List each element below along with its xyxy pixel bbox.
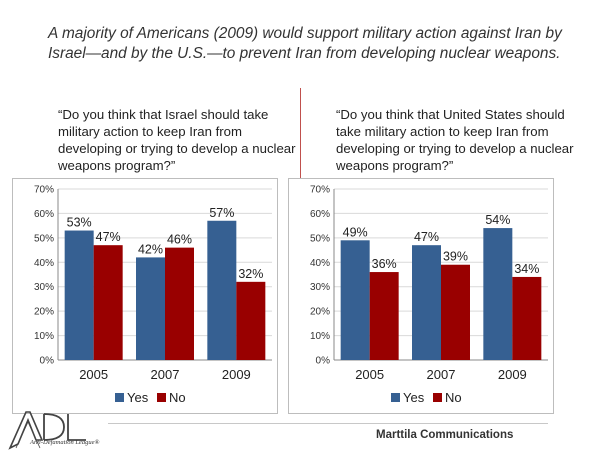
- data-label: 39%: [443, 250, 468, 264]
- israel-question: “Do you think that Israel should take mi…: [58, 107, 296, 173]
- us-chart-panel: 0% 10% 20% 30% 40% 50% 60% 70% 49% 36% 2005 47% 39% 2…: [288, 178, 554, 414]
- bar-no-2007: [441, 264, 470, 360]
- y-tick-label: 70%: [34, 185, 54, 196]
- bar-no-2009: [512, 276, 542, 360]
- bar-no-2007: [165, 247, 194, 360]
- adl-logo-mark: [8, 411, 86, 450]
- y-tick-label: 60%: [310, 209, 330, 220]
- data-label: 34%: [514, 262, 539, 276]
- data-label: 47%: [414, 230, 439, 244]
- footer-divider: [108, 423, 548, 424]
- x-tick-label: 2009: [498, 367, 527, 382]
- data-label: 46%: [167, 233, 192, 247]
- data-label: 47%: [96, 230, 121, 244]
- y-tick-label: 50%: [34, 233, 54, 244]
- data-label: 36%: [372, 257, 397, 271]
- x-tick-label: 2005: [79, 367, 108, 382]
- bar-yes-2005: [340, 240, 370, 360]
- bar-no-2009: [236, 281, 266, 360]
- y-tick-label: 50%: [310, 233, 330, 244]
- bar-yes-2009: [483, 228, 513, 360]
- data-label: 49%: [343, 225, 368, 239]
- legend-swatch-no: [433, 393, 442, 402]
- y-tick-label: 10%: [310, 331, 330, 342]
- y-tick-label: 30%: [34, 282, 54, 293]
- legend-label-yes: Yes: [403, 390, 425, 405]
- slide-headline: A majority of Americans (2009) would sup…: [48, 25, 562, 62]
- y-tick-label: 40%: [34, 258, 54, 269]
- source-credit: Marttila Communications: [376, 429, 514, 441]
- data-label: 57%: [209, 206, 234, 220]
- y-tick-label: 70%: [310, 185, 330, 196]
- y-tick-label: 0%: [316, 356, 331, 367]
- legend-swatch-yes: [115, 393, 124, 402]
- y-tick-label: 20%: [34, 307, 54, 318]
- data-label: 53%: [67, 216, 92, 230]
- legend-swatch-no: [157, 393, 166, 402]
- y-tick-label: 40%: [310, 258, 330, 269]
- adl-logo: Anti-Defamation League®: [6, 408, 99, 450]
- bar-yes-2009: [207, 220, 237, 360]
- x-tick-label: 2007: [427, 367, 456, 382]
- legend-label-no: No: [169, 390, 186, 405]
- y-tick-label: 0%: [40, 356, 55, 367]
- us-chart: 0% 10% 20% 30% 40% 50% 60% 70% 49% 36% 2005 47% 39% 2…: [310, 185, 548, 405]
- data-label: 54%: [485, 213, 510, 227]
- legend-swatch-yes: [391, 393, 400, 402]
- x-tick-label: 2005: [355, 367, 384, 382]
- israel-chart: 0% 10% 20% 30% 40% 50% 60% 70% 53% 47% 2005 42% 46% 2…: [34, 185, 272, 405]
- x-tick-label: 2007: [151, 367, 180, 382]
- us-question: “Do you think that United States should …: [336, 107, 574, 173]
- legend-label-no: No: [445, 390, 462, 405]
- israel-chart-panel: 0% 10% 20% 30% 40% 50% 60% 70% 53% 47% 2005 42% 46% 2…: [12, 178, 278, 414]
- bar-no-2005: [369, 272, 399, 360]
- logo-subtext: Anti-Defamation League®: [30, 439, 100, 446]
- legend-label-yes: Yes: [127, 390, 149, 405]
- x-tick-label: 2009: [222, 367, 251, 382]
- y-tick-label: 60%: [34, 209, 54, 220]
- bar-no-2005: [93, 245, 123, 360]
- data-label: 42%: [138, 242, 163, 256]
- data-label: 32%: [238, 267, 263, 281]
- bar-yes-2007: [136, 257, 165, 360]
- y-tick-label: 10%: [34, 331, 54, 342]
- y-tick-label: 30%: [310, 282, 330, 293]
- bar-yes-2007: [412, 245, 441, 360]
- y-tick-label: 20%: [310, 307, 330, 318]
- bar-yes-2005: [64, 230, 94, 360]
